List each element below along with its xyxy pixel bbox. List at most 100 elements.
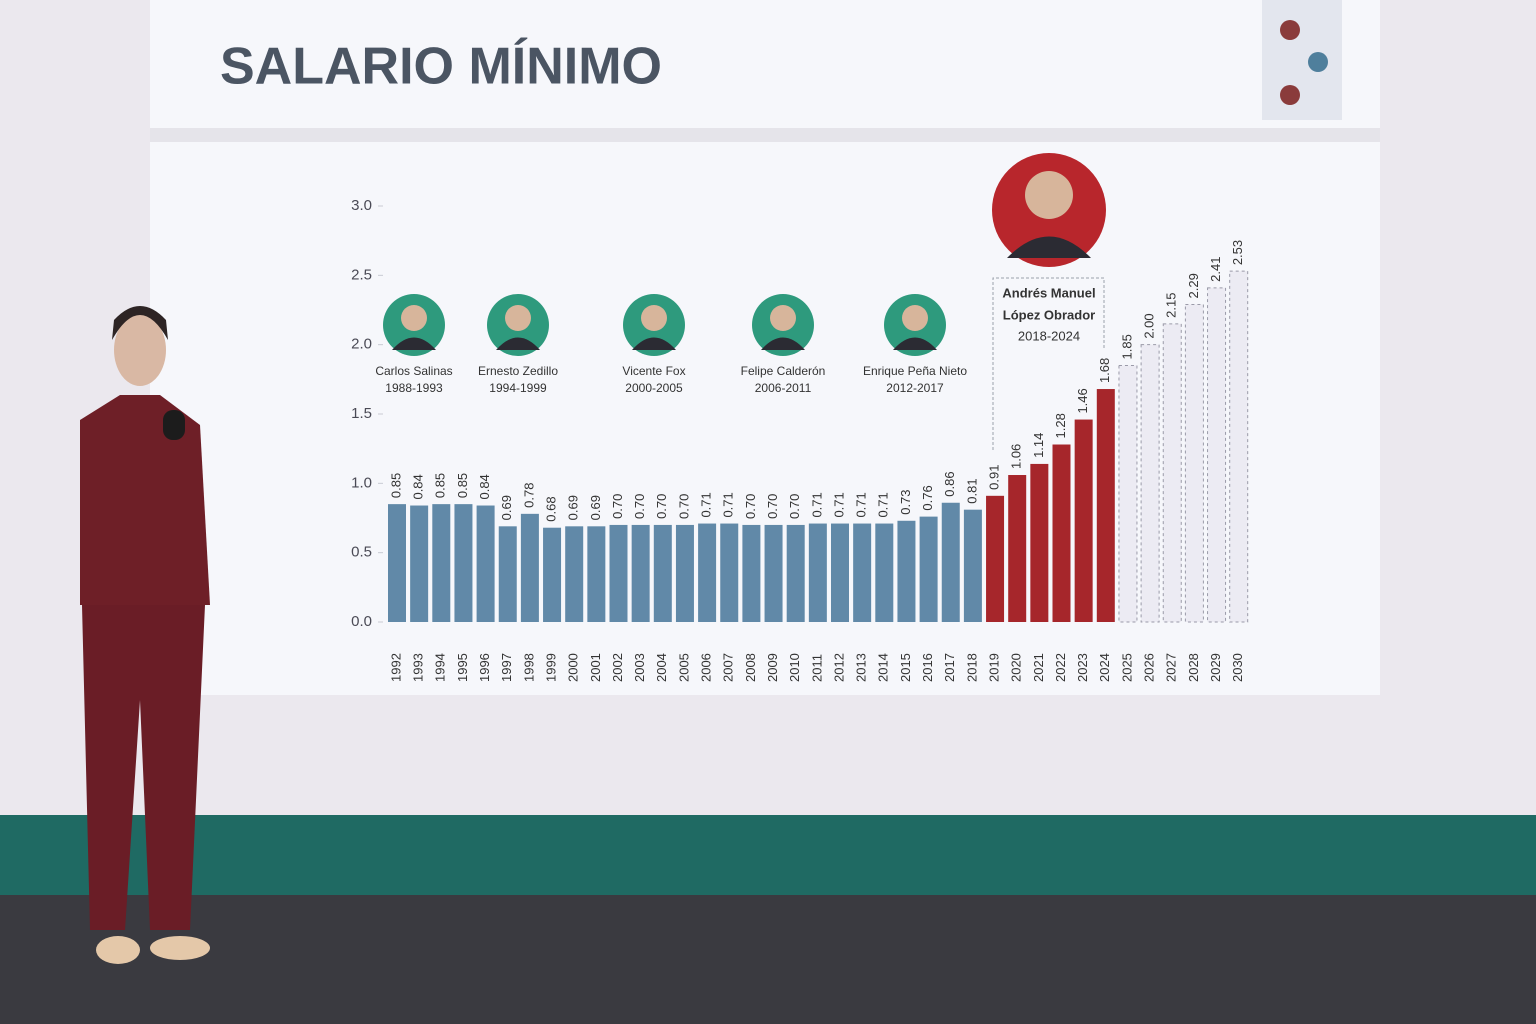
bar xyxy=(1052,444,1071,622)
y-tick-label: 1.5 xyxy=(351,405,372,422)
bar xyxy=(986,495,1005,622)
bar xyxy=(587,526,606,622)
bar xyxy=(941,502,960,622)
bar xyxy=(831,523,849,622)
x-tick-label: 2004 xyxy=(654,653,669,682)
x-tick-label: 1999 xyxy=(543,653,558,682)
value-label: 1.46 xyxy=(1075,388,1090,413)
y-tick-label: 3.0 xyxy=(351,197,372,214)
value-label: 0.73 xyxy=(898,489,913,514)
ornament xyxy=(1262,0,1342,120)
y-tick-label: 2.0 xyxy=(351,336,372,353)
bar xyxy=(786,524,805,622)
bar xyxy=(742,524,761,622)
x-tick-label: 2017 xyxy=(942,653,957,682)
bar xyxy=(919,516,938,622)
x-tick-label: 2027 xyxy=(1164,653,1179,682)
bar xyxy=(1162,323,1182,623)
x-tick-label: 2029 xyxy=(1208,653,1223,682)
bar xyxy=(498,526,517,622)
x-tick-label: 1995 xyxy=(455,653,470,682)
x-tick-label: 1993 xyxy=(411,653,426,682)
portrait-face xyxy=(641,305,667,331)
bar xyxy=(520,513,539,622)
annotation-name: Felipe Calderón xyxy=(741,364,826,378)
x-tick-label: 2005 xyxy=(676,653,691,682)
bar xyxy=(1207,287,1227,623)
x-tick-label: 2002 xyxy=(610,653,625,682)
x-tick-label: 2012 xyxy=(831,653,846,682)
bar xyxy=(543,527,562,622)
x-tick-label: 2018 xyxy=(964,653,979,682)
value-label: 0.86 xyxy=(942,471,957,496)
value-label: 0.84 xyxy=(411,474,426,499)
x-tick-label: 1992 xyxy=(388,653,403,682)
x-tick-label: 2016 xyxy=(920,653,935,682)
bar xyxy=(410,505,429,622)
portrait-face xyxy=(902,305,928,331)
hair xyxy=(112,306,168,340)
x-tick-label: 2008 xyxy=(743,653,758,682)
jacket xyxy=(80,395,210,605)
bar xyxy=(609,524,628,622)
presenter xyxy=(80,306,210,964)
annotation-period: 2018-2024 xyxy=(1018,328,1080,343)
bar xyxy=(476,505,495,622)
bar xyxy=(963,509,982,622)
x-tick-label: 2026 xyxy=(1142,653,1157,682)
x-tick-label: 2006 xyxy=(699,653,714,682)
ornament-dot xyxy=(1308,52,1328,72)
x-tick-label: 2003 xyxy=(632,653,647,682)
portrait-suit xyxy=(893,337,937,350)
portrait-face xyxy=(401,305,427,331)
x-tick-label: 1996 xyxy=(477,653,492,682)
ornament-dot xyxy=(1280,85,1300,105)
bar xyxy=(1096,389,1115,622)
x-tick-label: 1997 xyxy=(499,653,514,682)
value-label: 2.41 xyxy=(1208,257,1223,282)
bar xyxy=(764,524,783,622)
bar xyxy=(432,504,451,622)
value-label: 0.81 xyxy=(964,478,979,503)
x-tick-label: 2001 xyxy=(588,653,603,682)
x-tick-label: 2020 xyxy=(1009,653,1024,682)
value-label: 0.85 xyxy=(433,473,448,498)
y-tick-label: 1.0 xyxy=(351,474,372,491)
head xyxy=(114,314,166,386)
value-label: 0.85 xyxy=(388,473,403,498)
x-tick-label: 2021 xyxy=(1031,653,1046,682)
x-tick-label: 2030 xyxy=(1230,653,1245,682)
annotation-name: Vicente Fox xyxy=(622,364,685,378)
bar xyxy=(808,523,827,622)
portrait-face xyxy=(505,305,531,331)
value-label: 0.71 xyxy=(831,492,846,517)
value-label: 1.28 xyxy=(1053,413,1068,438)
bar xyxy=(1074,419,1093,622)
ornament-dot xyxy=(1280,20,1300,40)
bar xyxy=(454,504,473,622)
value-label: 0.70 xyxy=(676,494,691,519)
bar xyxy=(1140,344,1160,623)
value-label: 0.70 xyxy=(610,494,625,519)
value-label: 2.15 xyxy=(1164,293,1179,318)
value-label: 0.84 xyxy=(477,474,492,499)
annotation-name: Enrique Peña Nieto xyxy=(863,364,967,378)
bar xyxy=(1184,303,1204,623)
x-tick-label: 2023 xyxy=(1075,653,1090,682)
value-label: 0.71 xyxy=(854,492,869,517)
value-label: 0.70 xyxy=(787,494,802,519)
y-tick-label: 2.5 xyxy=(351,266,372,283)
value-label: 2.00 xyxy=(1142,313,1157,338)
x-tick-label: 2011 xyxy=(809,654,824,682)
value-label: 2.53 xyxy=(1230,240,1245,265)
value-label: 0.69 xyxy=(499,495,514,520)
value-label: 0.78 xyxy=(521,483,536,508)
x-tick-label: 2019 xyxy=(986,653,1001,682)
portrait-face xyxy=(1025,171,1073,219)
value-label: 0.69 xyxy=(588,495,603,520)
bar xyxy=(675,524,694,622)
bar xyxy=(875,523,894,622)
value-label: 0.69 xyxy=(566,495,581,520)
bar xyxy=(631,524,650,622)
